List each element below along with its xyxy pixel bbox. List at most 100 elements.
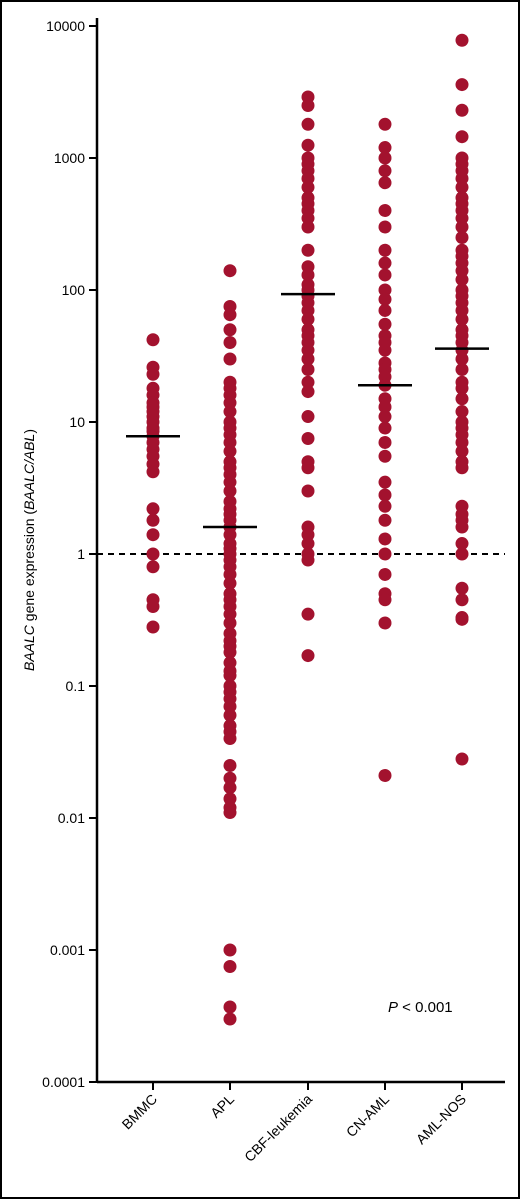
data-point bbox=[146, 620, 160, 634]
data-point bbox=[223, 645, 237, 659]
y-tick-label: 0.001 bbox=[50, 942, 85, 958]
data-point bbox=[301, 484, 315, 498]
data-point bbox=[455, 581, 469, 595]
data-point bbox=[301, 98, 315, 112]
data-point bbox=[378, 435, 392, 449]
y-axis-label-middle: gene expression ( bbox=[21, 510, 37, 626]
data-point bbox=[378, 421, 392, 435]
data-point bbox=[455, 405, 469, 419]
data-point bbox=[378, 488, 392, 502]
data-point bbox=[301, 352, 315, 366]
median-lines bbox=[126, 292, 489, 529]
y-tick-label: 10 bbox=[69, 414, 85, 430]
p-value-annotation: P < 0.001 bbox=[388, 999, 453, 1016]
x-tick-label: AML-NOS bbox=[413, 1091, 469, 1147]
data-point bbox=[455, 33, 469, 47]
data-point bbox=[455, 444, 469, 458]
data-point bbox=[378, 268, 392, 282]
data-point bbox=[455, 461, 469, 475]
data-point bbox=[378, 164, 392, 178]
data-point bbox=[378, 547, 392, 561]
data-point bbox=[223, 1012, 237, 1026]
data-point bbox=[455, 220, 469, 234]
data-point bbox=[378, 343, 392, 357]
data-point bbox=[223, 943, 237, 957]
data-point bbox=[301, 410, 315, 424]
data-point bbox=[455, 612, 469, 626]
data-point bbox=[378, 532, 392, 546]
y-ticks: 10000 1000 100 10 1 0.1 0.01 0.001 0.0001 bbox=[42, 18, 97, 1090]
y-tick-label: 0.01 bbox=[58, 810, 85, 826]
data-point bbox=[455, 520, 469, 534]
data-point bbox=[378, 141, 392, 155]
data-point bbox=[378, 768, 392, 782]
data-point bbox=[378, 616, 392, 630]
data-point bbox=[301, 312, 315, 326]
data-point bbox=[223, 781, 237, 795]
data-point bbox=[455, 362, 469, 376]
data-point bbox=[455, 593, 469, 607]
data-point bbox=[301, 553, 315, 567]
data-point bbox=[223, 616, 237, 630]
data-point bbox=[223, 669, 237, 683]
x-tick-label: BMMC bbox=[119, 1091, 161, 1133]
data-point bbox=[223, 336, 237, 350]
y-tick-label: 100 bbox=[62, 282, 86, 298]
data-point bbox=[301, 117, 315, 131]
x-tick-label: APL bbox=[207, 1091, 237, 1121]
data-point bbox=[146, 528, 160, 542]
data-point bbox=[455, 312, 469, 326]
data-point bbox=[223, 806, 237, 820]
data-point bbox=[378, 567, 392, 581]
axes bbox=[95, 18, 505, 1084]
data-point bbox=[301, 243, 315, 257]
data-point bbox=[301, 375, 315, 389]
data-point bbox=[378, 303, 392, 317]
data-point bbox=[378, 449, 392, 463]
data-point bbox=[378, 400, 392, 414]
y-axis-label-end: ) bbox=[21, 429, 37, 434]
data-point bbox=[146, 513, 160, 527]
data-point bbox=[455, 130, 469, 144]
y-axis-label-gene: BAALC bbox=[21, 624, 37, 671]
data-point bbox=[378, 593, 392, 607]
data-point bbox=[301, 180, 315, 194]
p-value-symbol: P bbox=[388, 999, 398, 1016]
data-point bbox=[378, 475, 392, 489]
data-point bbox=[301, 268, 315, 282]
x-ticks: BMMC APL CBF-leukemia CN-AML AML-NOS bbox=[119, 1082, 469, 1165]
data-point bbox=[146, 502, 160, 516]
data-point bbox=[455, 752, 469, 766]
data-point bbox=[455, 230, 469, 244]
data-point bbox=[223, 708, 237, 722]
data-point bbox=[301, 220, 315, 234]
x-tick-label: CN-AML bbox=[343, 1091, 392, 1140]
data-point bbox=[455, 273, 469, 287]
data-point bbox=[301, 537, 315, 551]
data-point bbox=[146, 333, 160, 347]
data-point bbox=[301, 362, 315, 376]
data-point bbox=[223, 758, 237, 772]
data-point bbox=[223, 576, 237, 590]
data-point bbox=[146, 367, 160, 381]
data-point bbox=[146, 600, 160, 614]
data-point bbox=[223, 352, 237, 366]
data-point bbox=[455, 103, 469, 117]
data-point bbox=[378, 176, 392, 190]
data-point bbox=[301, 138, 315, 152]
data-points bbox=[146, 33, 469, 1026]
data-point bbox=[378, 243, 392, 257]
data-point bbox=[223, 1000, 237, 1014]
data-point bbox=[378, 204, 392, 218]
data-point bbox=[455, 537, 469, 551]
data-point bbox=[455, 352, 469, 366]
y-tick-label: 0.1 bbox=[66, 678, 86, 694]
data-point bbox=[223, 405, 237, 419]
y-tick-label: 1000 bbox=[54, 150, 85, 166]
data-point bbox=[378, 220, 392, 234]
data-point bbox=[223, 771, 237, 785]
data-point bbox=[378, 283, 392, 297]
data-point bbox=[455, 180, 469, 194]
data-point bbox=[223, 959, 237, 973]
data-point bbox=[378, 256, 392, 270]
